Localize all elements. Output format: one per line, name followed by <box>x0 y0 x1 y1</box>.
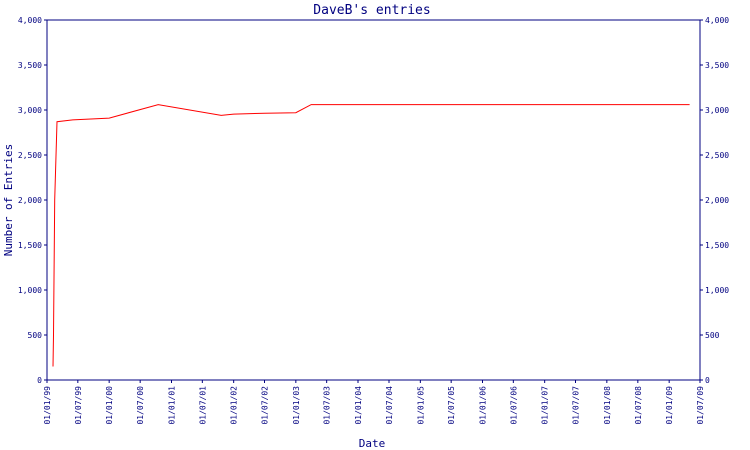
x-tick-label: 01/01/06 <box>479 386 488 425</box>
x-tick-label: 01/07/03 <box>323 386 332 425</box>
y-tick-label-left: 3,500 <box>18 61 42 70</box>
x-tick-label: 01/07/01 <box>198 386 207 425</box>
x-tick-label: 01/07/07 <box>571 386 580 425</box>
y-tick-label-right: 0 <box>705 376 710 385</box>
x-tick-label: 01/07/02 <box>260 386 269 425</box>
x-tick-label: 01/07/08 <box>634 386 643 425</box>
x-tick-label: 01/01/07 <box>541 386 550 425</box>
y-tick-label-right: 4,000 <box>705 16 729 25</box>
x-tick-label: 01/01/03 <box>292 386 301 425</box>
y-tick-label-right: 3,500 <box>705 61 729 70</box>
x-axis-ticks: 01/01/99 01/07/99 01/01/00 01/07/00 01/01/01… <box>43 380 705 425</box>
y-tick-label-left: 2,000 <box>18 196 42 205</box>
chart-title: DaveB's entries <box>313 3 430 18</box>
x-tick-label: 01/01/04 <box>354 386 363 425</box>
x-tick-label: 01/07/09 <box>696 386 705 425</box>
y-tick-label-left: 1,500 <box>18 241 42 250</box>
y-axis-label: Number of Entries <box>2 144 15 257</box>
x-tick-label: 01/07/99 <box>74 386 83 425</box>
x-tick-label: 01/01/09 <box>665 386 674 425</box>
plot-frame <box>46 19 701 381</box>
x-tick-label: 01/01/99 <box>43 386 52 425</box>
x-tick-label: 01/07/04 <box>385 386 394 425</box>
series-layer <box>52 104 690 367</box>
y-tick-label-left: 3,000 <box>18 106 42 115</box>
y-tick-label-right: 500 <box>705 331 720 340</box>
x-tick-label: 01/01/01 <box>168 386 177 425</box>
series-line <box>52 104 690 367</box>
x-tick-label: 01/07/06 <box>509 386 518 425</box>
x-axis-label: Date <box>359 437 386 450</box>
y-axis-ticks: 0 0 500 500 1,000 1,000 1,500 1,500 2,000 2,000 2,… <box>18 16 729 385</box>
y-tick-label-left: 1,000 <box>18 286 42 295</box>
y-tick-label-left: 4,000 <box>18 16 42 25</box>
x-tick-label: 01/01/08 <box>603 386 612 425</box>
x-tick-label: 01/07/00 <box>136 386 145 425</box>
y-tick-label-right: 2,500 <box>705 151 729 160</box>
y-tick-label-left: 0 <box>37 376 42 385</box>
y-tick-label-left: 500 <box>28 331 43 340</box>
x-tick-label: 01/01/00 <box>105 386 114 425</box>
y-tick-label-right: 1,500 <box>705 241 729 250</box>
y-tick-label-right: 2,000 <box>705 196 729 205</box>
y-tick-label-right: 1,000 <box>705 286 729 295</box>
y-tick-label-left: 2,500 <box>18 151 42 160</box>
y-tick-label-right: 3,000 <box>705 106 729 115</box>
x-tick-label: 01/07/05 <box>447 386 456 425</box>
x-tick-label: 01/01/05 <box>416 386 425 425</box>
x-tick-label: 01/01/02 <box>230 386 239 425</box>
